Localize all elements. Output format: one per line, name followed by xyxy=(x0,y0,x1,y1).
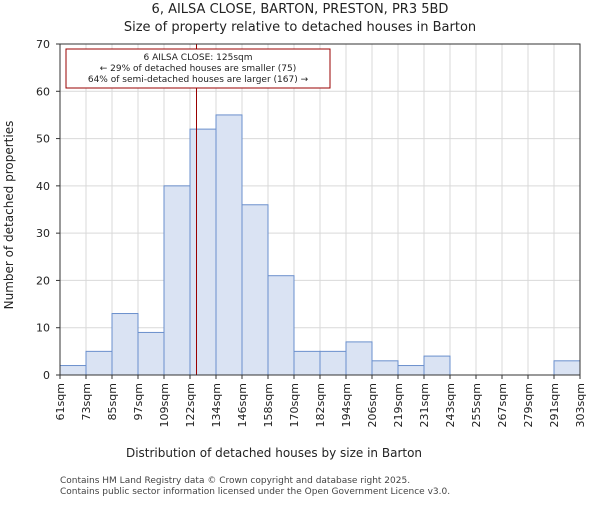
y-axis-ticks: 0 10 20 30 40 50 60 70 xyxy=(36,38,60,382)
x-tick-label: 219sqm xyxy=(392,383,405,427)
y-tick-label: 20 xyxy=(36,274,50,287)
bar-194sqm xyxy=(345,341,373,376)
x-tick-label: 134sqm xyxy=(210,383,223,427)
x-axis-ticks: 61sqm 73sqm 85sqm 97sqm 109sqm 122sqm 134sqm 14… xyxy=(54,375,587,427)
footer-line2: Contains public sector information licen… xyxy=(60,487,450,497)
bar-85sqm xyxy=(111,313,139,376)
annotation-line2: ← 29% of detached houses are smaller (75… xyxy=(100,64,297,74)
y-axis-label: Number of detached properties xyxy=(2,121,16,310)
y-tick-label: 0 xyxy=(43,369,50,382)
x-tick-label: 109sqm xyxy=(158,383,171,427)
x-tick-label: 303sqm xyxy=(574,383,587,427)
x-tick-label: 158sqm xyxy=(262,383,275,427)
bar-182sqm xyxy=(319,350,347,376)
x-tick-label: 291sqm xyxy=(548,383,561,427)
x-tick-label: 122sqm xyxy=(184,383,197,427)
y-tick-label: 40 xyxy=(36,180,50,193)
annotation-frame xyxy=(65,48,331,89)
x-tick-label: 255sqm xyxy=(470,383,483,427)
y-tick-label: 10 xyxy=(36,322,50,335)
x-tick-label: 170sqm xyxy=(288,383,301,427)
bar-158sqm xyxy=(267,275,295,376)
x-tick-label: 231sqm xyxy=(418,383,431,427)
x-tick-label: 97sqm xyxy=(132,383,145,420)
y-tick-label: 70 xyxy=(36,38,50,51)
x-tick-label: 279sqm xyxy=(522,383,535,427)
x-tick-label: 61sqm xyxy=(54,383,67,420)
bar-231sqm xyxy=(423,355,451,376)
annotation-line1: 6 AILSA CLOSE: 125sqm xyxy=(143,53,252,63)
x-tick-label: 267sqm xyxy=(496,383,509,427)
bar-109sqm xyxy=(163,185,191,376)
bar-134sqm xyxy=(215,114,243,376)
bars xyxy=(59,114,581,376)
x-tick-label: 146sqm xyxy=(236,383,249,427)
bar-97sqm xyxy=(137,331,165,376)
bar-122sqm xyxy=(189,128,217,376)
x-tick-label: 243sqm xyxy=(444,383,457,427)
bar-206sqm xyxy=(371,360,399,376)
y-tick-label: 30 xyxy=(36,227,50,240)
bar-61sqm xyxy=(59,365,87,376)
y-tick-label: 60 xyxy=(36,85,50,98)
footer-line1: Contains HM Land Registry data © Crown c… xyxy=(60,476,410,486)
bar-219sqm xyxy=(397,365,425,376)
x-tick-label: 73sqm xyxy=(80,383,93,420)
x-tick-label: 194sqm xyxy=(340,383,353,427)
y-tick-label: 50 xyxy=(36,133,50,146)
x-tick-label: 182sqm xyxy=(314,383,327,427)
bar-291sqm xyxy=(553,360,581,376)
bar-73sqm xyxy=(85,350,113,376)
bar-146sqm xyxy=(241,204,269,376)
chart-title-line2: Size of property relative to detached ho… xyxy=(124,20,476,35)
annotation-line3: 64% of semi-detached houses are larger (… xyxy=(88,75,309,85)
x-axis-label: Distribution of detached houses by size … xyxy=(126,446,422,460)
annotation-box: 6 AILSA CLOSE: 125sqm ← 29% of detached … xyxy=(65,48,331,89)
x-tick-label: 206sqm xyxy=(366,383,379,427)
x-tick-label: 85sqm xyxy=(106,383,119,420)
bar-170sqm xyxy=(293,350,321,376)
chart-title-line1: 6, AILSA CLOSE, BARTON, PRESTON, PR3 5BD xyxy=(152,2,449,17)
